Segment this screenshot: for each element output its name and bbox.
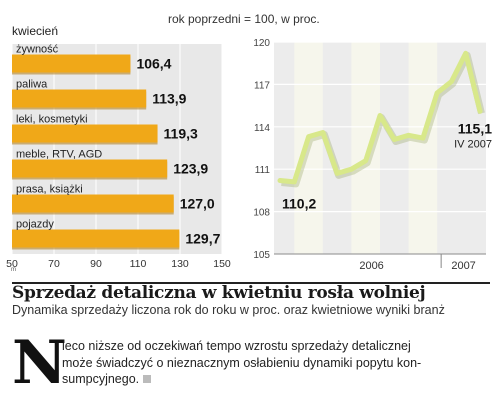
line-y-tick-label: 108 (253, 208, 270, 219)
bar (12, 194, 174, 213)
line-point (435, 91, 439, 95)
line-y-tick-label: 111 (255, 165, 271, 176)
bar-value-label: 113,9 (152, 91, 186, 107)
line-point (293, 180, 296, 184)
bar-value-label: 119,3 (164, 126, 198, 142)
line-point (421, 136, 425, 140)
body-line-2: może świadczyć o nieznacznym osłabieniu … (62, 355, 422, 370)
first-value-label: 110,2 (282, 196, 316, 212)
line-point (321, 131, 325, 134)
line-x-label: 2007 (451, 260, 475, 272)
line-point (335, 172, 339, 175)
line-band (294, 42, 323, 254)
title-rule (12, 282, 490, 284)
line-point (450, 80, 453, 83)
line-chart: 105 108 111 114 117 120 2006 2007 110,2 115,1 IV 2… (253, 38, 492, 272)
line-point (278, 179, 282, 182)
line-point (350, 168, 353, 171)
bar-category-label: prasa, książki (16, 184, 83, 196)
line-point (393, 138, 396, 141)
body-line-3-text: sumpcyjnego. (62, 372, 140, 386)
bar-value-label: 123,9 (173, 161, 208, 177)
line-x-label: 2006 (359, 260, 383, 272)
bar-x-tick-label: 70 (48, 258, 60, 270)
line-y-tick-label: 105 (253, 250, 270, 261)
bar-category-label: żywność (16, 44, 59, 56)
article-title: Sprzedaż detaliczna w kwietniu rosła wol… (12, 283, 426, 303)
end-square-icon (143, 375, 152, 383)
bar-category-label: leki, kosmetyki (16, 114, 88, 126)
bar-x-tick-label: 110 (130, 258, 147, 270)
bar-category-label: paliwa (16, 79, 48, 91)
bar-x-tick-label: 150 (213, 258, 231, 270)
line-band (408, 42, 438, 254)
line-point (378, 114, 382, 117)
line-y-tick-label: 120 (253, 38, 270, 49)
last-value-label: 115,1 (458, 120, 492, 136)
bar (12, 54, 131, 73)
line-point (478, 110, 482, 113)
line-band (351, 42, 380, 254)
body-line-1: ieco niższe od oczekiwań tempo wzrostu s… (62, 339, 411, 353)
article-subtitle: Dynamika sprzedaży liczona rok do roku w… (12, 303, 445, 317)
bar-x-tick-label: 90 (90, 258, 102, 270)
last-period-label: IV 2007 (454, 138, 492, 150)
bar-value-label: 127,0 (180, 196, 215, 212)
unit-note: rok poprzedni = 100, w proc. (168, 12, 320, 26)
line-point (307, 135, 310, 138)
body-line-3: sumpcyjnego. (62, 371, 482, 388)
bar (12, 89, 147, 108)
bar-value-label: 129,7 (185, 231, 220, 247)
bar-chart-title: kwiecień (12, 24, 58, 38)
line-point (407, 134, 410, 137)
bar-panel (12, 44, 222, 254)
bar-category-label: pojazdy (16, 219, 54, 231)
drop-cap: N (12, 328, 67, 398)
bar-category-label: meble, RTV, AGD (16, 149, 102, 161)
bar (12, 124, 158, 143)
line-point (464, 52, 467, 55)
bar-x-tick-label: 50 (6, 258, 18, 270)
line-y-tick-label: 114 (254, 123, 270, 134)
bar-chart: kwiecień 50 70 90 110 130 150 żywność 106,4 paliw… (6, 24, 231, 270)
bar (12, 159, 168, 178)
line-point (364, 159, 367, 162)
bar (12, 229, 180, 248)
bar-x-tick-label: 130 (171, 258, 189, 270)
source-mark: m (11, 267, 16, 273)
article-body: ieco niższe od oczekiwań tempo wzrostu s… (62, 338, 482, 388)
bar-value-label: 106,4 (136, 56, 171, 72)
line-y-tick-label: 117 (254, 80, 270, 91)
